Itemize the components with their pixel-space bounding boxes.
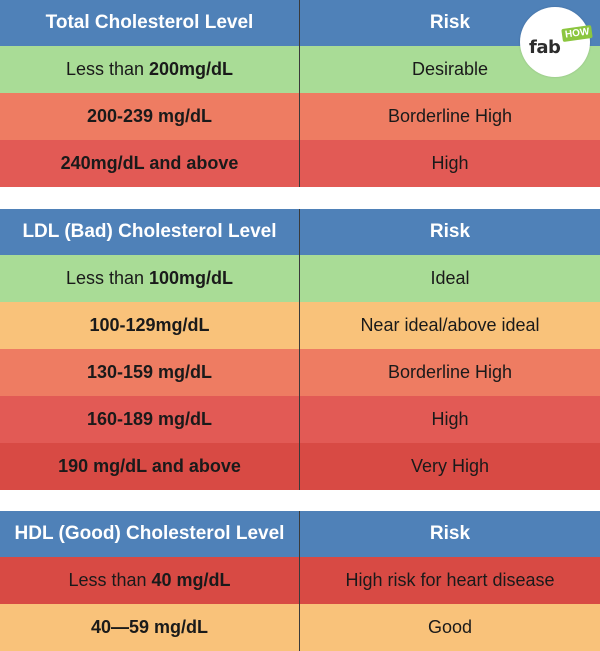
logo-word: fab — [529, 37, 561, 58]
risk-cell: High — [431, 153, 469, 173]
hdl-cholesterol-table: HDL (Good) Cholesterol Level Risk Less t… — [0, 511, 600, 651]
table-row: 190 mg/dL and above Very High — [0, 443, 600, 490]
table-row: Less than 100mg/dL Ideal — [0, 255, 600, 302]
risk-cell: Borderline High — [387, 362, 513, 382]
table-row: Less than 40 mg/dL High risk for heart d… — [0, 557, 600, 604]
table-row: 40—59 mg/dL Good — [0, 604, 600, 651]
level-cell: 160-189 mg/dL — [0, 396, 300, 443]
ldl-cholesterol-table: LDL (Bad) Cholesterol Level Risk Less th… — [0, 209, 600, 490]
risk-cell: Good — [427, 617, 473, 637]
table-row: 240mg/dL and above High — [0, 140, 600, 187]
header-level: Total Cholesterol Level — [0, 0, 300, 46]
table-row: 100-129mg/dL Near ideal/above ideal — [0, 302, 600, 349]
header-risk: Risk — [429, 221, 471, 242]
risk-cell: Very High — [410, 456, 490, 476]
header-level: HDL (Good) Cholesterol Level — [0, 511, 300, 557]
header-level: LDL (Bad) Cholesterol Level — [0, 209, 300, 255]
level-cell: 100-129mg/dL — [0, 302, 300, 349]
risk-cell: Near ideal/above ideal — [360, 315, 540, 335]
risk-cell: Borderline High — [387, 106, 513, 126]
risk-cell: Ideal — [430, 268, 470, 288]
table-row: 160-189 mg/dL High — [0, 396, 600, 443]
level-cell: 130-159 mg/dL — [0, 349, 300, 396]
risk-cell: High — [431, 409, 469, 429]
level-cell: 190 mg/dL and above — [0, 443, 300, 490]
level-cell: 240mg/dL and above — [0, 140, 300, 187]
table-header: LDL (Bad) Cholesterol Level Risk — [0, 209, 600, 255]
level-cell: Less than 40 mg/dL — [0, 557, 300, 604]
total-cholesterol-table: Total Cholesterol Level Risk Less than 2… — [0, 0, 600, 187]
table-row: 130-159 mg/dL Borderline High — [0, 349, 600, 396]
risk-cell: Desirable — [411, 59, 489, 79]
fabhow-logo: fab HOW — [520, 7, 594, 77]
table-row: Less than 200mg/dL Desirable — [0, 46, 600, 93]
logo-badge: HOW — [561, 24, 594, 43]
level-cell: Less than 200mg/dL — [0, 46, 300, 93]
risk-cell: High risk for heart disease — [345, 570, 555, 590]
table-header: Total Cholesterol Level Risk — [0, 0, 600, 46]
level-cell: Less than 100mg/dL — [0, 255, 300, 302]
level-cell: 40—59 mg/dL — [0, 604, 300, 651]
header-risk: Risk — [429, 523, 471, 544]
table-row: 200-239 mg/dL Borderline High — [0, 93, 600, 140]
header-risk: Risk — [429, 12, 471, 33]
level-cell: 200-239 mg/dL — [0, 93, 300, 140]
table-header: HDL (Good) Cholesterol Level Risk — [0, 511, 600, 557]
